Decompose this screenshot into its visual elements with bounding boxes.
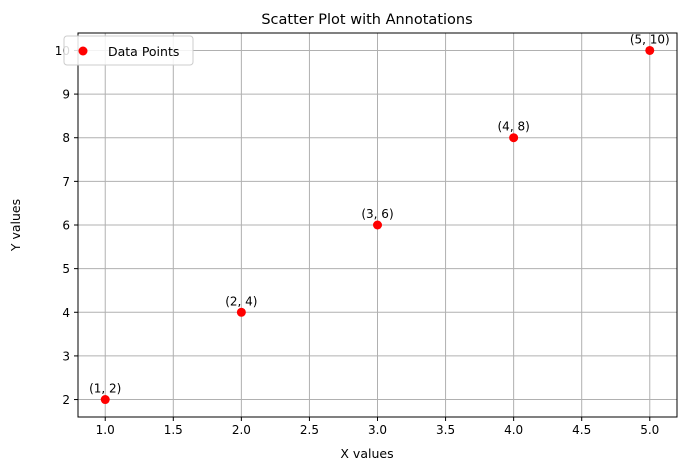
data-points bbox=[100, 45, 655, 405]
data-point bbox=[373, 220, 382, 230]
point-annotation: (2, 4) bbox=[225, 294, 257, 308]
point-annotation: (3, 6) bbox=[361, 207, 393, 221]
y-tick-label: 4 bbox=[62, 306, 70, 320]
y-tick-label: 3 bbox=[62, 349, 70, 363]
x-tick-label: 4.5 bbox=[572, 423, 591, 437]
x-tick-label: 5.0 bbox=[640, 423, 659, 437]
x-axis-label: X values bbox=[340, 446, 393, 461]
x-tick-label: 3.0 bbox=[368, 423, 387, 437]
y-axis-label: Y values bbox=[8, 199, 23, 252]
point-annotations: (1, 2) (2, 4) (3, 6) (4, 8) (5, 10) bbox=[89, 32, 670, 395]
data-point bbox=[645, 45, 655, 55]
x-tick-label: 4.0 bbox=[504, 423, 523, 437]
legend: Data Points bbox=[63, 35, 194, 66]
point-annotation: (5, 10) bbox=[630, 32, 670, 46]
data-point bbox=[236, 307, 246, 317]
x-tick-label: 1.0 bbox=[96, 423, 115, 437]
legend-marker bbox=[78, 46, 88, 56]
y-tick-label: 5 bbox=[62, 262, 70, 276]
point-annotation: (1, 2) bbox=[89, 382, 121, 396]
data-point bbox=[509, 133, 519, 143]
y-tick-label: 6 bbox=[62, 219, 70, 233]
x-tick-label: 2.5 bbox=[300, 423, 319, 437]
y-tick-label: 8 bbox=[62, 131, 70, 145]
data-point bbox=[100, 395, 110, 405]
y-tick-label: 7 bbox=[62, 175, 70, 189]
x-tick-label: 2.0 bbox=[232, 423, 251, 437]
x-tick-label: 3.5 bbox=[436, 423, 455, 437]
chart-title: Scatter Plot with Annotations bbox=[261, 12, 472, 28]
x-tick-label: 1.5 bbox=[164, 423, 183, 437]
y-tick-label: 9 bbox=[62, 88, 70, 102]
point-annotation: (4, 8) bbox=[498, 120, 530, 134]
legend-box bbox=[63, 35, 194, 66]
legend-label: Data Points bbox=[108, 44, 179, 59]
y-tick-label: 2 bbox=[62, 393, 70, 407]
